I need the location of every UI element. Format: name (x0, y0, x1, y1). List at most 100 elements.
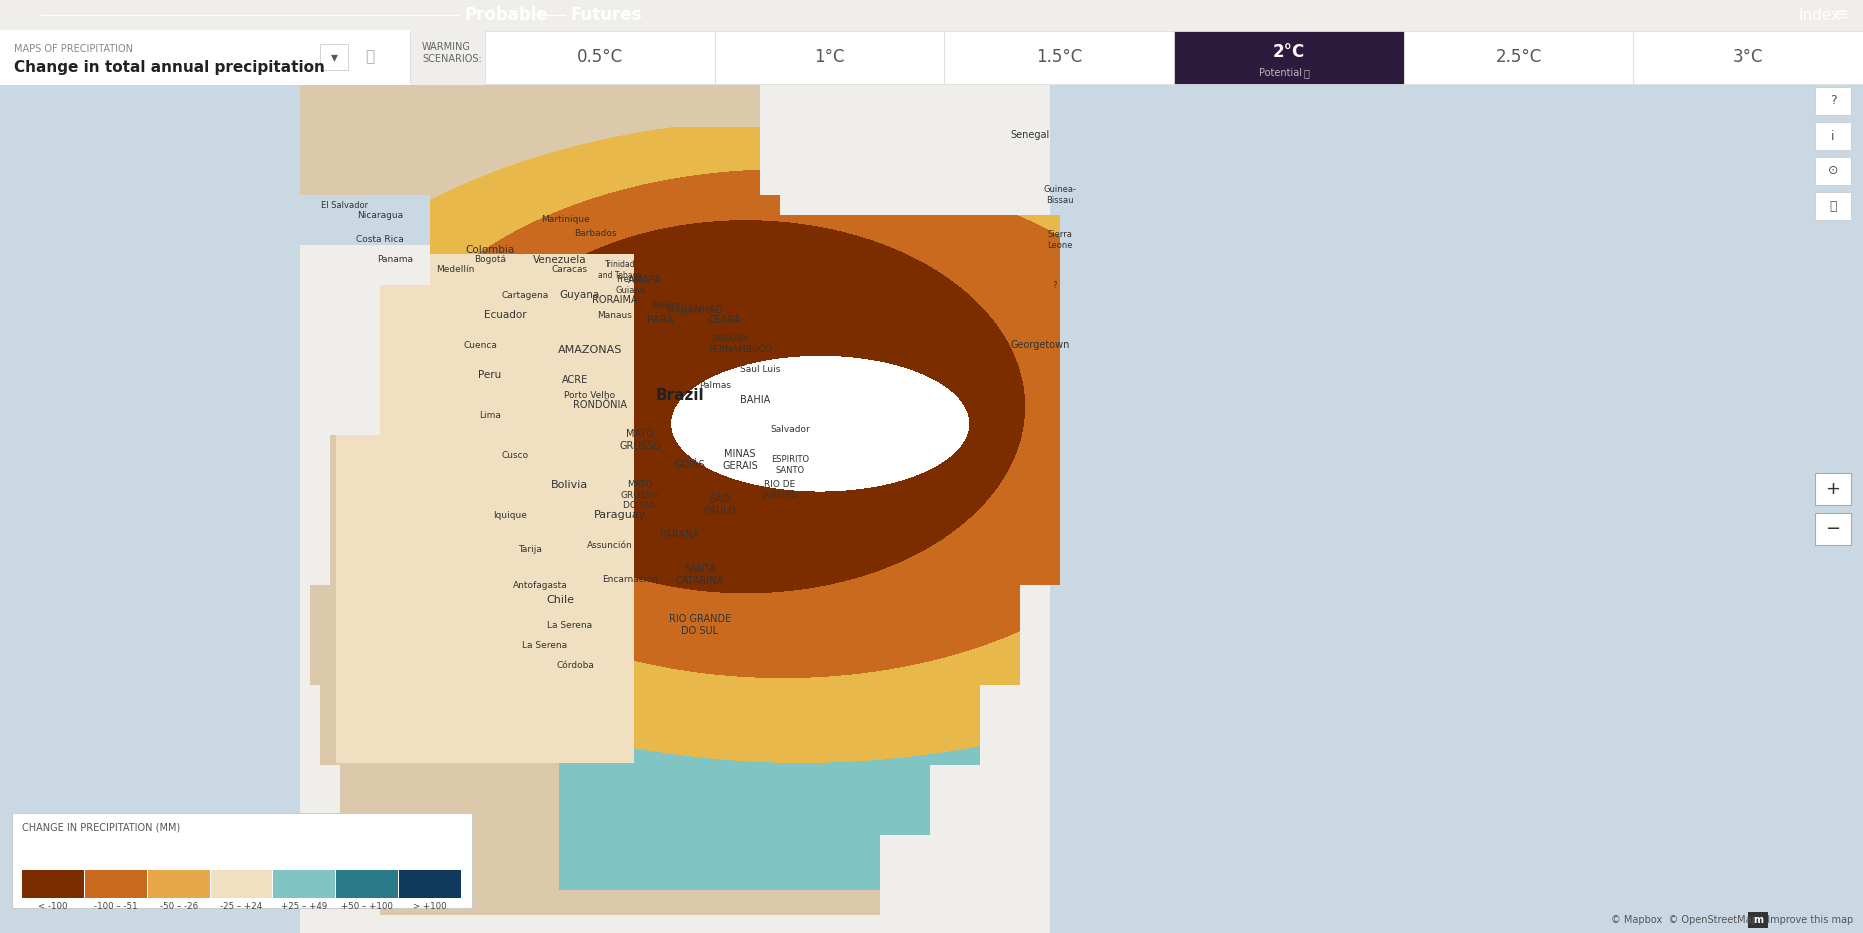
Text: Guyana: Guyana (561, 290, 600, 300)
Text: ⊙: ⊙ (1828, 164, 1839, 177)
Text: Trinidad
and Tobago: Trinidad and Tobago (598, 260, 643, 280)
Text: Saul Luis: Saul Luis (740, 366, 781, 374)
Text: SANTA
CATARINA: SANTA CATARINA (676, 564, 725, 586)
Text: ▾: ▾ (330, 50, 337, 64)
Text: Córdoba: Córdoba (555, 661, 594, 670)
Text: Cuenca: Cuenca (464, 341, 497, 350)
Bar (1634, 31, 1863, 84)
Text: BAHIA: BAHIA (740, 395, 769, 405)
Text: PARAÍBA: PARAÍBA (712, 336, 749, 344)
Bar (1815, 157, 1852, 185)
Text: Medellín: Medellín (436, 266, 475, 274)
Text: SCENARIOS:: SCENARIOS: (423, 54, 483, 64)
Bar (715, 31, 945, 84)
Text: MARANHÃO: MARANHÃO (667, 305, 723, 315)
Text: PERNAMBUCO: PERNAMBUCO (708, 345, 771, 355)
Bar (1815, 513, 1852, 545)
Text: Cusco: Cusco (501, 451, 529, 459)
Text: Salvador: Salvador (769, 425, 810, 435)
Text: Cartagena: Cartagena (501, 290, 548, 299)
Bar (484, 31, 715, 84)
Text: Guinea-
Bissau: Guinea- Bissau (1043, 186, 1077, 204)
Text: Palmas: Palmas (699, 381, 730, 389)
Text: ≡: ≡ (1833, 6, 1848, 24)
Text: ?: ? (1053, 281, 1056, 289)
Text: Assunción: Assunción (587, 540, 633, 550)
Text: MINAS
GERAIS: MINAS GERAIS (723, 449, 758, 471)
Text: Peru: Peru (479, 370, 501, 380)
Text: Venezuela: Venezuela (533, 255, 587, 265)
Text: 0.5°C: 0.5°C (578, 49, 622, 66)
Text: GOIÁS: GOIÁS (674, 460, 706, 470)
Text: > +100: > +100 (414, 902, 447, 911)
Text: Bolivia: Bolivia (551, 480, 589, 490)
Bar (1815, 473, 1852, 505)
Text: ⓘ: ⓘ (1304, 68, 1310, 77)
Text: RORAIMA: RORAIMA (592, 295, 637, 305)
Text: RIO GRANDE
DO SUL: RIO GRANDE DO SUL (669, 614, 730, 635)
Text: MATO
GROSSO
DO SUL: MATO GROSSO DO SUL (620, 480, 660, 510)
Text: +25 – +49: +25 – +49 (281, 902, 328, 911)
Text: Martinique: Martinique (540, 216, 589, 225)
Text: Probable: Probable (466, 6, 550, 24)
Text: Change in total annual precipitation: Change in total annual precipitation (15, 60, 324, 75)
Text: 2°C: 2°C (1272, 43, 1304, 61)
Text: Bogotá: Bogotá (473, 256, 507, 264)
Text: RIO DE
JANEIRO: RIO DE JANEIRO (762, 480, 799, 500)
Text: AMAPÁ: AMAPÁ (628, 275, 661, 285)
Bar (1174, 31, 1403, 84)
Text: ⓘ: ⓘ (365, 49, 374, 64)
Bar (1747, 912, 1768, 928)
Text: Index: Index (1798, 7, 1841, 22)
Bar (337, 870, 399, 898)
Text: −: − (1826, 520, 1841, 538)
Bar (399, 870, 460, 898)
Text: +: + (1826, 480, 1841, 498)
Bar (211, 870, 272, 898)
Text: Manaus: Manaus (598, 311, 632, 319)
Text: 1°C: 1°C (814, 49, 844, 66)
Text: PARANÁ: PARANÁ (661, 530, 700, 540)
Text: -25 – +24: -25 – +24 (220, 902, 263, 911)
Text: -100 – -51: -100 – -51 (93, 902, 138, 911)
Text: MATO
GROSSO: MATO GROSSO (619, 429, 661, 451)
Bar (0, 30, 410, 85)
Text: Costa Rica: Costa Rica (356, 235, 404, 244)
Text: Encarnación: Encarnación (602, 576, 658, 584)
Text: Brazil: Brazil (656, 387, 704, 402)
Text: CEARÁ: CEARÁ (708, 315, 741, 325)
Bar (1403, 31, 1634, 84)
Text: WARMING: WARMING (423, 42, 471, 52)
Bar (945, 31, 1174, 84)
Bar (1815, 122, 1852, 150)
Text: Caracas: Caracas (551, 266, 589, 274)
Text: Sierra
Leone: Sierra Leone (1047, 230, 1073, 250)
Bar (274, 870, 335, 898)
Text: Paraguay: Paraguay (594, 510, 646, 520)
Text: Georgetown: Georgetown (1010, 340, 1069, 350)
Text: La Serena: La Serena (522, 640, 568, 649)
Text: Chile: Chile (546, 595, 574, 605)
Text: +50 – +100: +50 – +100 (341, 902, 393, 911)
Bar (86, 870, 147, 898)
Bar (22, 870, 84, 898)
Text: Colombia: Colombia (466, 245, 514, 255)
Text: Potential: Potential (1259, 68, 1302, 77)
Text: ACRE: ACRE (563, 375, 589, 385)
Text: Tarija: Tarija (518, 546, 542, 554)
Text: < -100: < -100 (37, 902, 67, 911)
Text: Iquique: Iquique (494, 510, 527, 520)
Text: El Salvador: El Salvador (322, 201, 369, 210)
Text: Panama: Panama (376, 256, 414, 264)
Text: Ecuador: Ecuador (484, 310, 527, 320)
Bar (11, 813, 471, 908)
Text: Senegal: Senegal (1010, 130, 1049, 140)
Text: Lima: Lima (479, 411, 501, 420)
Text: Nicaragua: Nicaragua (358, 211, 402, 219)
Text: ESPIRITO
SANTO: ESPIRITO SANTO (771, 455, 809, 475)
Text: ?: ? (1829, 94, 1837, 107)
Text: SÃO
PAULO: SÃO PAULO (704, 494, 736, 516)
Text: PARÁ: PARÁ (646, 315, 673, 325)
Text: -50 – -26: -50 – -26 (160, 902, 197, 911)
Text: m: m (1753, 915, 1762, 925)
